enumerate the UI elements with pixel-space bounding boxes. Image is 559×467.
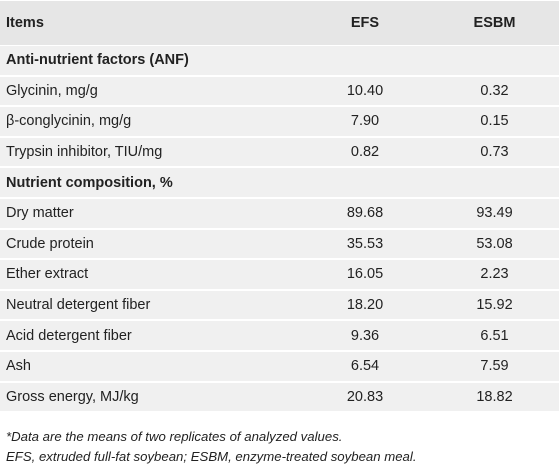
esbm-value: 0.15 [430,106,559,138]
section-row: Nutrient composition, % [0,167,559,199]
footnote-data-source: *Data are the means of two replicates of… [6,429,343,445]
table-row: Gross energy, MJ/kg 20.83 18.82 [0,381,559,414]
efs-value: 16.05 [300,259,430,291]
efs-value: 0.82 [300,136,430,169]
esbm-value: 6.51 [430,320,559,352]
row-label: Gross energy, MJ/kg [0,381,300,414]
efs-value: 10.40 [300,75,430,108]
efs-value: 6.54 [300,350,430,383]
efs-value: 18.20 [300,289,430,322]
efs-value: 9.36 [300,320,430,352]
table-row: Neutral detergent fiber 18.20 15.92 [0,289,559,322]
section-label: Anti-nutrient factors (ANF) [0,45,300,77]
header-row: Items EFS ESBM [0,0,559,46]
table-header: Items EFS ESBM [0,0,559,46]
table-row: Dry matter 89.68 93.49 [0,197,559,230]
esbm-value: 18.82 [430,381,559,414]
esbm-value: 15.92 [430,289,559,322]
esbm-value: 2.23 [430,259,559,291]
esbm-value: 53.08 [430,228,559,261]
composition-table: Items EFS ESBM Anti-nutrient factors (AN… [0,0,559,414]
table-body: Anti-nutrient factors (ANF) Glycinin, mg/… [0,45,559,414]
row-label: Crude protein [0,228,300,261]
esbm-value [430,167,559,199]
efs-value [300,167,430,199]
table-row: Ether extract 16.05 2.23 [0,259,559,291]
esbm-value: 7.59 [430,350,559,383]
row-label: Acid detergent fiber [0,320,300,352]
row-label: Dry matter [0,197,300,230]
row-label: Trypsin inhibitor, TIU/mg [0,136,300,169]
esbm-value: 0.73 [430,136,559,169]
table-row: Trypsin inhibitor, TIU/mg 0.82 0.73 [0,136,559,169]
table-row: β-conglycinin, mg/g 7.90 0.15 [0,106,559,138]
row-label: Ash [0,350,300,383]
efs-value: 35.53 [300,228,430,261]
composition-table-container: Items EFS ESBM Anti-nutrient factors (AN… [0,0,559,414]
section-label: Nutrient composition, % [0,167,300,199]
efs-value: 89.68 [300,197,430,230]
table-row: Ash 6.54 7.59 [0,350,559,383]
esbm-value: 93.49 [430,197,559,230]
esbm-value: 0.32 [430,75,559,108]
efs-value [300,45,430,77]
table-footnotes: *Data are the means of two replicates of… [0,427,559,467]
row-label: Ether extract [0,259,300,291]
esbm-value [430,45,559,77]
header-efs: EFS [300,0,430,46]
table-row: Acid detergent fiber 9.36 6.51 [0,320,559,352]
header-esbm: ESBM [430,0,559,46]
row-label: Glycinin, mg/g [0,75,300,108]
efs-value: 7.90 [300,106,430,138]
efs-value: 20.83 [300,381,430,414]
header-items: Items [0,0,300,46]
table-row: Glycinin, mg/g 10.40 0.32 [0,75,559,108]
table-row: Crude protein 35.53 53.08 [0,228,559,261]
row-label: β-conglycinin, mg/g [0,106,300,138]
footnote-abbreviations: EFS, extruded full-fat soybean; ESBM, en… [6,449,417,465]
row-label: Neutral detergent fiber [0,289,300,322]
section-row: Anti-nutrient factors (ANF) [0,45,559,77]
